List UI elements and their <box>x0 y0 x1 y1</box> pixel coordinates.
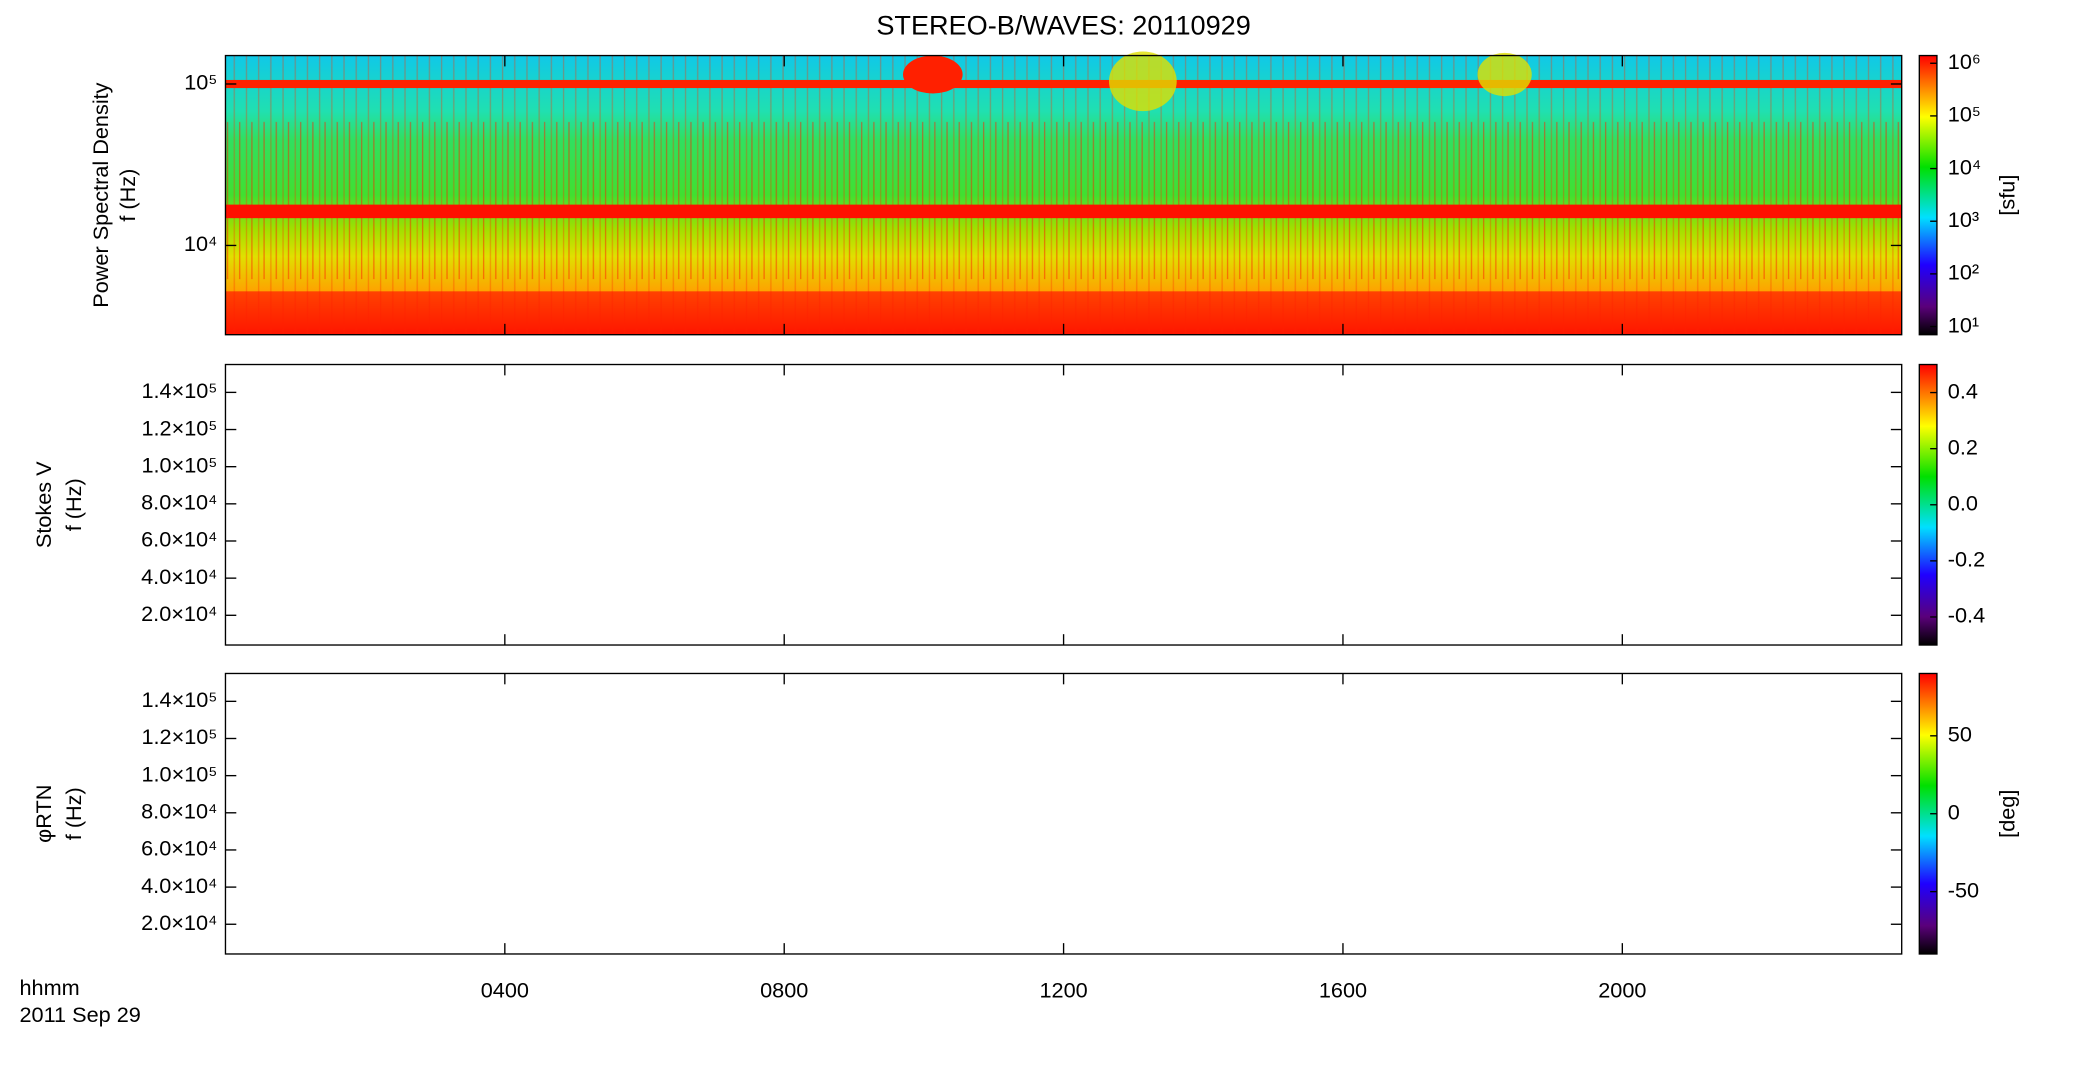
colorbar-tick-label: 10¹ <box>1948 312 1979 337</box>
colorbar-tick-label: 0.4 <box>1948 378 1978 403</box>
y-tick-label: 6.0×10⁴ <box>141 527 217 552</box>
y-tick-label: 1.4×10⁵ <box>141 687 217 712</box>
y-axis-label: f (Hz) <box>115 169 140 222</box>
x-tick-label: 1600 <box>1319 978 1367 1003</box>
colorbar-tick-label: 0.0 <box>1948 491 1978 516</box>
y-tick-label: 1.0×10⁵ <box>141 452 217 477</box>
x-axis-label: 2011 Sep 29 <box>19 1002 140 1027</box>
y-axis-label: Stokes V <box>31 461 56 548</box>
x-tick-label: 0400 <box>481 978 529 1003</box>
colorbar <box>1918 54 1938 336</box>
chart-title: STEREO-B/WAVES: 20110929 <box>876 9 1250 40</box>
y-tick-label: 10⁴ <box>184 231 217 256</box>
spectrogram <box>225 51 1902 335</box>
y-tick-label: 8.0×10⁴ <box>141 799 217 824</box>
colorbar-tick-label: 10⁶ <box>1948 49 1981 74</box>
colorbar-tick-label: 50 <box>1948 722 1972 747</box>
colorbar-tick-label: -50 <box>1948 877 1979 902</box>
x-tick-label: 1200 <box>1039 978 1087 1003</box>
y-tick-label: 2.0×10⁴ <box>141 601 217 626</box>
x-tick-label: 0800 <box>760 978 808 1003</box>
y-tick-label: 4.0×10⁴ <box>141 564 217 589</box>
y-tick-label: 8.0×10⁴ <box>141 490 217 515</box>
colorbar-label: [sfu] <box>1994 175 2019 216</box>
colorbar-tick-label: -0.4 <box>1948 603 1985 628</box>
y-tick-label: 1.4×10⁵ <box>141 378 217 403</box>
colorbar-tick-label: 10² <box>1948 260 1979 285</box>
x-tick-label: 2000 <box>1598 978 1646 1003</box>
y-tick-label: 1.2×10⁵ <box>141 415 217 440</box>
y-axis-label: f (Hz) <box>61 478 86 531</box>
colorbar-label: [deg] <box>1994 790 2019 838</box>
colorbar-tick-label: 0 <box>1948 799 1960 824</box>
colorbar-tick-label: 0.2 <box>1948 434 1978 459</box>
colorbar-tick-label: 10³ <box>1948 207 1979 232</box>
colorbar-tick-label: 10⁵ <box>1948 102 1981 127</box>
y-axis-label: Power Spectral Density <box>88 82 113 307</box>
x-axis-label: hhmm <box>19 975 79 1000</box>
colorbar-tick-label: -0.2 <box>1948 547 1985 572</box>
y-tick-label: 1.0×10⁵ <box>141 761 217 786</box>
y-tick-label: 10⁵ <box>184 70 217 95</box>
y-tick-label: 2.0×10⁴ <box>141 910 217 935</box>
y-tick-label: 6.0×10⁴ <box>141 836 217 861</box>
colorbar-tick-label: 10⁴ <box>1948 154 1981 179</box>
y-tick-label: 4.0×10⁴ <box>141 873 217 898</box>
y-axis-label: φRTN <box>31 785 56 843</box>
y-axis-label: f (Hz) <box>61 787 86 840</box>
y-tick-label: 1.2×10⁵ <box>141 724 217 749</box>
